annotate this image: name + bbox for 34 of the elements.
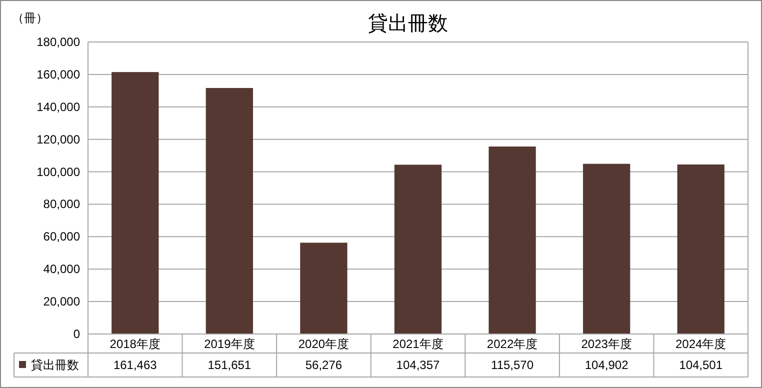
y-tick-label: 0 bbox=[73, 327, 80, 341]
x-tick-label: 2019年度 bbox=[204, 337, 255, 351]
bar bbox=[112, 72, 159, 334]
data-label: 104,902 bbox=[584, 358, 629, 372]
bar bbox=[300, 242, 348, 334]
data-label: 56,276 bbox=[305, 358, 342, 372]
data-label: 104,357 bbox=[396, 358, 440, 372]
data-label: 161,463 bbox=[113, 358, 158, 372]
x-tick-label: 2020年度 bbox=[298, 337, 350, 351]
x-tick-label: 2022年度 bbox=[486, 337, 538, 351]
bar bbox=[394, 164, 442, 334]
legend-label: 貸出冊数 bbox=[31, 358, 79, 372]
bar bbox=[206, 88, 253, 334]
bar bbox=[677, 164, 724, 334]
x-tick-label: 2024年度 bbox=[676, 337, 726, 351]
y-tick-label: 120,000 bbox=[36, 132, 80, 146]
y-tick-label: 100,000 bbox=[36, 164, 80, 179]
x-tick-label: 2021年度 bbox=[392, 337, 444, 351]
chart-title: 貸出冊数 bbox=[368, 13, 448, 35]
data-label: 151,651 bbox=[208, 358, 252, 372]
y-tick-label: 160,000 bbox=[36, 67, 80, 82]
y-tick-label: 20,000 bbox=[43, 294, 80, 309]
data-label: 104,501 bbox=[679, 358, 723, 372]
y-tick-label: 60,000 bbox=[43, 230, 80, 244]
y-axis-title: （冊） bbox=[12, 11, 48, 25]
y-tick-label: 180,000 bbox=[36, 35, 80, 49]
x-tick-label: 2018年度 bbox=[110, 337, 160, 351]
bar bbox=[583, 164, 630, 334]
y-tick-label: 40,000 bbox=[43, 262, 80, 276]
y-tick-label: 140,000 bbox=[36, 100, 80, 114]
y-tick-label: 80,000 bbox=[43, 197, 80, 212]
bar bbox=[488, 146, 536, 334]
x-tick-label: 2023年度 bbox=[581, 337, 632, 351]
data-label: 115,570 bbox=[491, 358, 534, 372]
